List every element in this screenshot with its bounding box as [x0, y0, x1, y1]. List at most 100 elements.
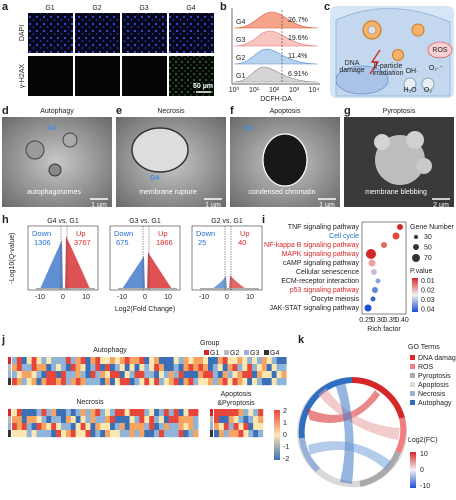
- heatmap-cell: [100, 430, 106, 438]
- heatmap-cell: [173, 430, 179, 438]
- heatmap-cell: [61, 364, 67, 372]
- heatmap-cell: [188, 423, 194, 431]
- heatmap-cell: [26, 430, 32, 438]
- pathway-label: ECM-receptor interaction: [281, 278, 359, 285]
- heatmap-cell: [159, 378, 165, 386]
- heatmap-cell: [114, 430, 120, 438]
- heatmap-cell: [36, 430, 42, 438]
- heatmap-cell: [253, 409, 259, 417]
- heatmap-cell: [75, 357, 81, 365]
- up-label: Up: [76, 229, 86, 238]
- heatmap-cell: [223, 416, 229, 424]
- x-axis-label: DCFH-DA: [260, 96, 292, 103]
- heatmap-cell: [183, 371, 189, 379]
- colorbar-label: 0: [283, 432, 287, 439]
- scale-bar-label: 2 µm: [433, 202, 449, 209]
- heatmap-cell: [110, 416, 116, 424]
- heatmap-cell: [129, 357, 135, 365]
- group-bar: [210, 416, 213, 423]
- heatmap-cell: [95, 416, 101, 424]
- heatmap-cell: [168, 423, 174, 431]
- panel-letter: c: [324, 1, 330, 13]
- heatmap-cell: [168, 409, 174, 417]
- legend-label: Necrosis: [418, 391, 446, 398]
- heatmap-cell: [61, 430, 67, 438]
- group-label: G3: [236, 37, 245, 44]
- heatmap-cell: [178, 423, 184, 431]
- heatmap-cell: [105, 364, 111, 372]
- y-axis-label: -Log10(Q-value): [9, 233, 16, 284]
- down-count: 1306: [34, 238, 51, 247]
- panel-title: Apoptosis: [270, 108, 301, 115]
- heatmap-cell: [12, 378, 18, 386]
- heatmap-cell: [70, 378, 76, 386]
- up-label: Up: [240, 229, 250, 238]
- heatmap-cell: [154, 357, 160, 365]
- heatmap-cell: [85, 430, 91, 438]
- heatmap-cell: [243, 416, 249, 424]
- heatmap-cell: [257, 364, 263, 372]
- heatmap-cell: [90, 364, 96, 372]
- heatmap-cell: [258, 409, 264, 417]
- up-count: 3767: [74, 238, 91, 247]
- heatmap-cell: [80, 371, 86, 379]
- plot-title: G3 vs. G1: [129, 218, 161, 225]
- section-title: Necrosis: [76, 399, 104, 406]
- heatmap-cell: [183, 409, 189, 417]
- heatmap-cell: [80, 364, 86, 372]
- heatmap-cell: [70, 430, 76, 438]
- heatmap-cell: [119, 378, 125, 386]
- heatmap-cell: [31, 416, 37, 424]
- volcano-plots: [27, 225, 263, 291]
- section-title: Autophagy: [93, 347, 127, 354]
- caption: membrane blebbing: [365, 189, 427, 196]
- heatmap-cell: [61, 409, 67, 417]
- colorbar-label: 10: [420, 451, 428, 458]
- heatmap-cell: [144, 378, 150, 386]
- group-bar: [8, 423, 11, 430]
- heatmap-cell: [257, 357, 263, 365]
- pathway-label: JAK-STAT signaling pathway: [270, 305, 360, 312]
- panel-c-schematic: [330, 6, 454, 98]
- heatmap-cell: [163, 371, 169, 379]
- heatmap-cell: [90, 430, 96, 438]
- heatmap-cell: [16, 364, 22, 372]
- heatmap-cell: [237, 357, 243, 365]
- volcano-points: [36, 236, 259, 290]
- heatmap-cell: [238, 416, 244, 424]
- percentage-label: 6.91%: [288, 71, 308, 78]
- scale-bar-label: 1 µm: [319, 202, 335, 209]
- heatmap-cell: [119, 423, 125, 431]
- caption: autophagosomes: [27, 189, 81, 196]
- heatmap-cell: [75, 371, 81, 379]
- heatmap-cell: [222, 364, 228, 372]
- heatmap-cell: [105, 371, 111, 379]
- heatmap-cell: [51, 430, 57, 438]
- panel-letter: f: [230, 105, 234, 117]
- heatmap-cell: [100, 416, 106, 424]
- heatmap-cell: [198, 378, 204, 386]
- heatmap-cell: [149, 378, 155, 386]
- heatmap-cell: [154, 416, 160, 424]
- heatmap-cell: [163, 430, 169, 438]
- heatmap-cell: [80, 409, 86, 417]
- x-tick-label: -10: [117, 294, 127, 301]
- legend-title: Group: [200, 340, 220, 347]
- heatmap-cell: [198, 364, 204, 372]
- heatmap-cell: [188, 357, 194, 365]
- row-label: DAPI: [19, 25, 26, 41]
- legend-label: 0.03: [421, 297, 435, 304]
- heatmap-cell: [75, 416, 81, 424]
- heatmap-cell: [223, 430, 229, 438]
- heatmap-cell: [105, 357, 111, 365]
- heatmap-cell: [46, 430, 52, 438]
- heatmap-cell: [70, 357, 76, 365]
- heatmap-cell: [124, 409, 130, 417]
- x-tick-label: -10: [199, 294, 209, 301]
- heatmap-cell: [242, 364, 248, 372]
- heatmap-cell: [217, 371, 223, 379]
- heatmap-cell: [65, 423, 71, 431]
- heatmap-cell: [16, 423, 22, 431]
- heatmap-cell: [271, 364, 277, 372]
- heatmap-cell: [242, 357, 248, 365]
